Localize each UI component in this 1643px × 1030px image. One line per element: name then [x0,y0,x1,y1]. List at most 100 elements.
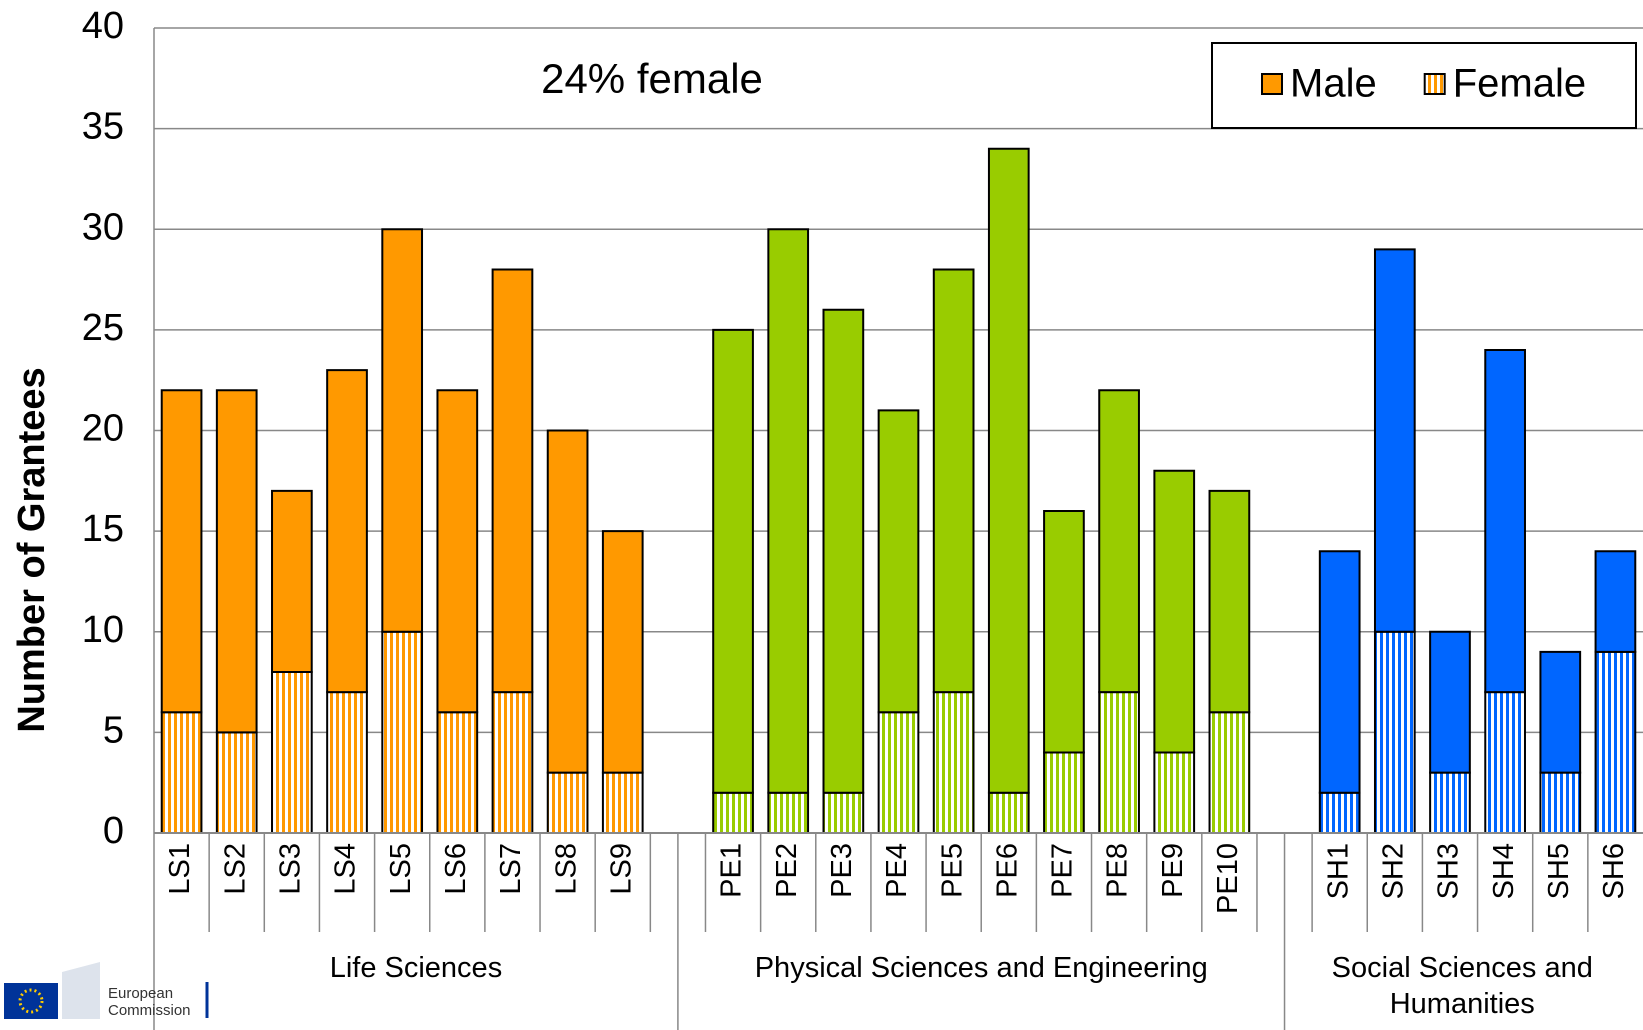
bar-segment [712,791,754,834]
x-tick-label: SH1 [1322,843,1354,899]
x-tick-label: PE10 [1212,843,1244,914]
x-tick-label: LS4 [330,843,362,895]
x-tick-label: LS6 [440,843,472,895]
bar-segment [712,328,754,794]
bar-segment [767,228,810,794]
legend-label: Male [1290,62,1377,106]
y-tick-label: 0 [103,810,124,852]
x-tick-label: LS2 [219,843,251,895]
bar-segment [1208,711,1251,834]
x-tick-label: SH2 [1377,843,1409,899]
bar-segment [1153,751,1196,834]
x-tick-label: PE1 [716,843,748,898]
group-label: Physical Sciences and Engineering [754,952,1208,984]
group-label: Social Sciences and Humanities [1331,952,1593,1020]
legend-swatch [1423,73,1446,95]
bar-segment [546,429,589,774]
bar-segment [215,389,258,734]
x-tick-label: PE2 [771,843,803,898]
x-tick-label: LS1 [164,843,196,895]
x-tick-label: PE3 [826,843,858,898]
bar-segment [932,268,975,694]
bar-segment [1208,489,1251,714]
logo-flag [4,983,58,1019]
y-tick-label: 25 [82,307,124,349]
bar-segment [767,791,810,834]
bar-segment [1429,630,1471,774]
bar-segment [546,771,589,834]
logo [4,962,209,1019]
bar-segment [1043,751,1085,834]
group-label: Life Sciences [329,952,503,984]
y-tick-label: 30 [82,206,124,248]
logo-text: European Commission [108,985,191,1019]
logo-stars [18,988,44,1014]
bar-segment [491,691,534,834]
y-tick-label: 20 [82,408,124,450]
x-tick-label: SH4 [1488,843,1520,899]
bar-segment [1429,771,1471,834]
bar-segment [1318,550,1361,794]
bar-segment [987,791,1030,834]
bar-segment [1594,650,1637,834]
bar-segment [160,389,203,714]
bar-segment [1098,389,1140,694]
x-tick-label: LS8 [550,843,582,895]
legend-label: Female [1453,62,1586,106]
bar-segment [1098,691,1140,834]
bar-segment [215,731,258,834]
logo-building [62,962,100,1019]
bar-segment [1043,510,1085,754]
legend-swatch [1261,73,1283,95]
bar-segment [271,671,313,834]
x-tick-label: LS5 [385,843,417,895]
bar-segment [822,791,865,834]
x-tick-label: LS9 [605,843,637,895]
annotation: 24% female [541,55,763,102]
bar-segment [271,489,313,673]
bar-segment [1539,771,1582,834]
bar-segment [436,711,479,834]
bar-segment [381,228,424,633]
x-tick-label: SH5 [1543,843,1575,899]
bar-segment [822,308,865,794]
bar-segment [1484,349,1526,694]
x-tick-label: LS7 [495,843,527,895]
bar-segment [326,369,368,694]
bar-segment [877,711,920,834]
bar-segment [491,268,534,694]
y-tick-label: 5 [103,709,124,751]
bar-segment [932,691,975,834]
bar-segment [326,691,368,834]
x-tick-label: PE4 [881,843,913,898]
x-tick-label: PE7 [1047,843,1079,898]
x-tick-label: PE9 [1157,843,1189,898]
legend: Male Female [1211,42,1637,129]
bar-segment [1539,650,1582,774]
y-tick-label: 40 [82,5,124,47]
x-tick-label: SH6 [1598,843,1630,899]
x-tick-label: PE5 [936,843,968,898]
y-tick-label: 10 [82,609,124,651]
bar-segment [1153,469,1196,754]
y-tick-label: 15 [82,508,124,550]
x-tick-label: PE8 [1102,843,1134,898]
bar-segment [1594,550,1637,653]
bar-segment [381,630,424,834]
bar-segment [601,530,644,774]
bar-segment [1373,248,1416,633]
bar-segment [877,409,920,714]
x-tick-label: PE6 [991,843,1023,898]
bar-segment [1318,791,1361,834]
x-tick-label: SH3 [1433,843,1465,899]
bar-segment [1373,630,1416,834]
bar-segment [436,389,479,714]
bar-segment [601,771,644,834]
x-tick-label: LS3 [275,843,307,895]
bar-segment [160,711,203,834]
y-tick-label: 35 [82,106,124,148]
bar-segment [1484,691,1526,834]
bar-segment [987,147,1030,794]
